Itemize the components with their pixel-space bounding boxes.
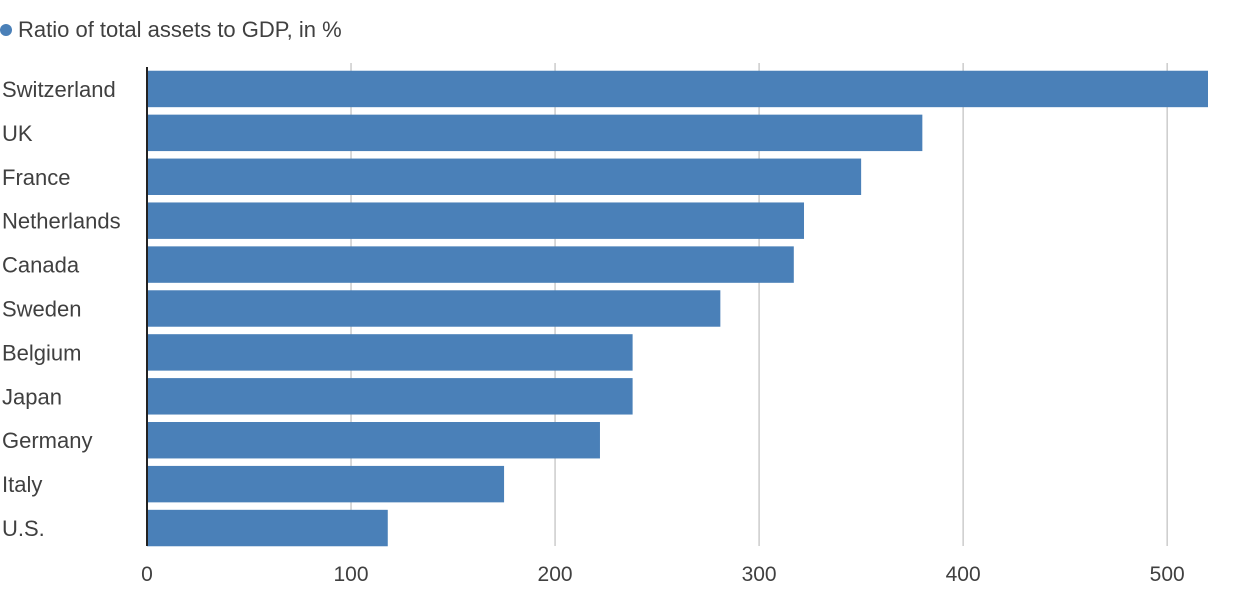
category-label: Switzerland bbox=[2, 77, 116, 102]
category-labels: Switzerland UK France Netherlands Canada Swed… bbox=[2, 77, 121, 541]
legend-label: Ratio of total assets to GDP, in % bbox=[18, 17, 342, 42]
x-tick-label: 200 bbox=[538, 563, 573, 586]
x-tick-label: 400 bbox=[946, 563, 981, 586]
category-label: Japan bbox=[2, 384, 62, 409]
x-tick-label: 0 bbox=[141, 563, 153, 586]
category-label: Italy bbox=[2, 472, 42, 497]
category-label: UK bbox=[2, 121, 33, 146]
bars bbox=[147, 70, 1208, 547]
category-label: Germany bbox=[2, 428, 92, 453]
category-label: Sweden bbox=[2, 297, 82, 322]
bar bbox=[147, 246, 794, 283]
category-label: Canada bbox=[2, 253, 80, 278]
bar bbox=[147, 334, 633, 371]
bar bbox=[147, 422, 600, 459]
x-tick-label: 300 bbox=[742, 563, 777, 586]
bar bbox=[147, 509, 388, 547]
bar bbox=[147, 70, 1208, 108]
x-tick-label: 100 bbox=[334, 563, 369, 586]
bar bbox=[147, 290, 721, 327]
category-label: Netherlands bbox=[2, 209, 121, 234]
bar bbox=[147, 158, 862, 195]
bar bbox=[147, 202, 805, 239]
legend-swatch bbox=[0, 24, 12, 36]
chart-legend: Ratio of total assets to GDP, in % bbox=[0, 16, 342, 44]
x-tick-labels: 0 100 200 300 400 500 bbox=[141, 563, 1185, 586]
bar bbox=[147, 465, 505, 503]
category-label: France bbox=[2, 165, 70, 190]
category-label: Belgium bbox=[2, 340, 81, 365]
bar bbox=[147, 378, 633, 415]
category-label: U.S. bbox=[2, 516, 45, 541]
bar bbox=[147, 114, 923, 152]
x-tick-label: 500 bbox=[1150, 563, 1185, 586]
